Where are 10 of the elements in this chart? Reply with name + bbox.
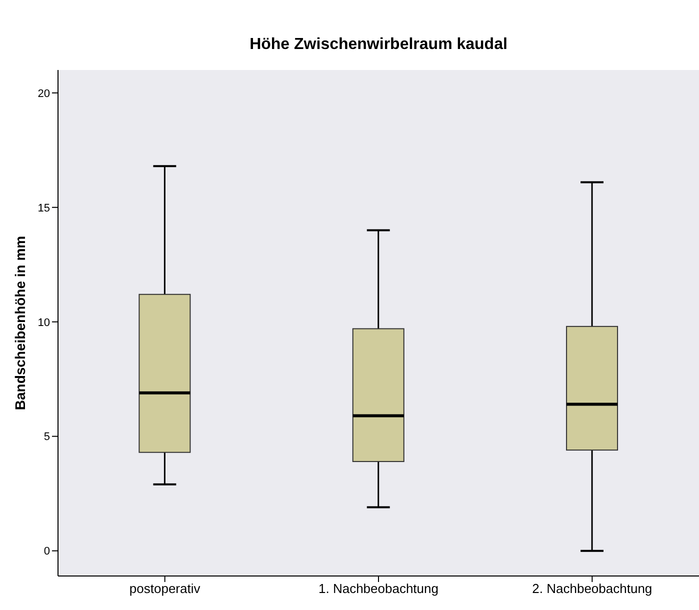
y-tick-label: 20 — [38, 88, 50, 100]
y-tick-label: 5 — [44, 431, 50, 444]
chart-title: Höhe Zwischenwirbelraum kaudal — [248, 36, 508, 54]
y-axis-title: Bandscheibenhöhe in mm — [12, 236, 28, 410]
x-tick-label: 1. Nachbeobachtung — [318, 581, 438, 596]
x-tick-label: 2. Nachbeobachtung — [532, 581, 652, 596]
x-tick-label: postoperativ — [129, 581, 201, 596]
y-tick-label: 10 — [38, 316, 50, 329]
y-tick-label: 0 — [44, 546, 50, 558]
y-tick-label: 15 — [38, 202, 50, 214]
